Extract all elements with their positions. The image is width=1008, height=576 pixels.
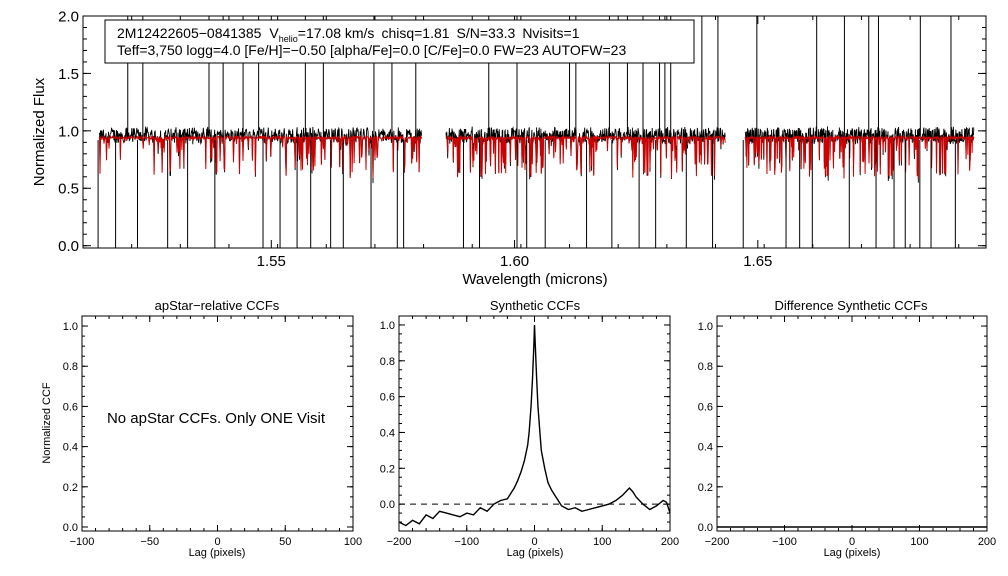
y-tick-label: 0.8 <box>380 356 395 368</box>
y-tick-label: 0.0 <box>63 522 78 534</box>
y-tick-label: 0.6 <box>698 401 713 413</box>
y-tick-label: 0.4 <box>63 442 78 454</box>
y-tick-label: 0.4 <box>698 442 713 454</box>
ccf-y-axis-label: Normalized CCF <box>41 382 53 464</box>
x-tick-label: 0 <box>849 536 855 548</box>
chisq-value: chisq=1.81 <box>381 25 449 41</box>
synthetic-spectrum-line <box>744 134 975 179</box>
x-tick-label: 1.60 <box>500 253 529 270</box>
vhelio-symbol: V <box>269 25 279 41</box>
spectrum-x-axis-label: Wavelength (microns) <box>462 271 607 288</box>
y-tick-label: 1.5 <box>58 66 79 83</box>
synthetic-ccf-plot <box>398 324 671 527</box>
x-tick-label: 200 <box>978 536 996 548</box>
spectrum-panel: 1.55 1.60 1.65 0.0 0.5 1.0 1.5 2.0 Normalized F… <box>31 8 987 288</box>
y-tick-label: 1.0 <box>63 321 78 333</box>
y-tick-label: 1.0 <box>698 321 713 333</box>
y-tick-label: 0.2 <box>380 463 395 475</box>
vhelio-subscript: helio <box>279 34 298 44</box>
x-tick-label: 100 <box>593 536 611 548</box>
difference-ccf-x-axis-label: Lag (pixels) <box>824 547 881 559</box>
x-tick-label: 1.65 <box>743 253 772 270</box>
difference-ccf-title: Difference Synthetic CCFs <box>775 298 928 313</box>
y-tick-label: 0.4 <box>380 427 395 439</box>
apstar-ccf-panel: apStar−relative CCFs −100 −50 0 50 100 0.0 0.2… <box>41 298 362 559</box>
difference-ccf-panel: Difference Synthetic CCFs −200 −100 0 100 20… <box>698 298 996 559</box>
y-tick-label: 2.0 <box>58 8 79 25</box>
y-tick-label: 0.0 <box>380 499 395 511</box>
y-tick-label: 0.2 <box>63 482 78 494</box>
apstar-ccf-note: No apStar CCFs. Only ONE Visit <box>107 410 326 427</box>
info-box-line-1: 2M12422605−0841385 Vhelio=17.08 km/s chisq… <box>117 25 580 44</box>
synthetic-ccf-title: Synthetic CCFs <box>490 298 581 313</box>
x-tick-label: 0 <box>214 536 220 548</box>
synthetic-ccf-frame <box>398 315 671 532</box>
apstar-ccf-x-axis-label: Lag (pixels) <box>189 547 246 559</box>
apstar-ccf-title: apStar−relative CCFs <box>155 298 280 313</box>
y-tick-label: 0.5 <box>58 181 79 198</box>
x-tick-label: −100 <box>70 536 95 548</box>
y-tick-label: 0.2 <box>698 482 713 494</box>
x-tick-label: −200 <box>705 536 730 548</box>
x-tick-label: −100 <box>772 536 797 548</box>
spectrum-ticks: 1.55 1.60 1.65 0.0 0.5 1.0 1.5 2.0 <box>58 8 986 270</box>
sn-value: S/N=33.3 <box>457 25 516 41</box>
synthetic-ccf-ticks: −200 −100 0 100 200 0.0 0.2 0.4 0.6 0.8 1.0 <box>380 315 679 548</box>
x-tick-label: 0 <box>531 536 537 548</box>
synthetic-ccf-line <box>398 324 671 527</box>
spectrum-info-box: 2M12422605−0841385 Vhelio=17.08 km/s chisq… <box>104 19 695 64</box>
y-tick-label: 1.0 <box>380 320 395 332</box>
x-tick-label: −100 <box>454 536 479 548</box>
star-id: 2M12422605−0841385 <box>117 25 262 41</box>
difference-ccf-frame <box>716 315 988 532</box>
synthetic-ccf-panel: Synthetic CCFs −200 −100 0 100 200 0.0 0.2 0.4 0… <box>380 298 679 559</box>
info-box-line-2: Teff=3,750 logg=4.0 [Fe/H]=−0.50 [alpha/… <box>117 42 626 58</box>
y-tick-label: 0.6 <box>63 401 78 413</box>
apstar-ccf-frame <box>81 315 354 532</box>
difference-ccf-ticks: −200 −100 0 100 200 0.0 0.2 0.4 0.6 0.8 1.0 <box>698 315 996 548</box>
y-tick-label: 0.8 <box>63 361 78 373</box>
x-tick-label: −200 <box>387 536 412 548</box>
y-tick-label: 1.0 <box>58 123 79 140</box>
info-box-frame <box>104 19 695 64</box>
synthetic-spectrum-line <box>98 134 423 179</box>
synthetic-ccf-x-axis-label: Lag (pixels) <box>507 547 564 559</box>
observed-spectrum-line <box>98 126 423 184</box>
y-tick-label: 0.0 <box>698 522 713 534</box>
x-tick-label: −50 <box>140 536 159 548</box>
x-tick-label: 100 <box>910 536 928 548</box>
y-tick-label: 0.8 <box>698 361 713 373</box>
x-tick-label: 100 <box>344 536 362 548</box>
x-tick-label: 200 <box>661 536 679 548</box>
y-tick-label: 0.0 <box>58 238 79 255</box>
x-tick-label: 50 <box>279 536 291 548</box>
x-tick-label: 1.55 <box>257 253 286 270</box>
synthetic-spectrum-line <box>445 134 726 179</box>
spectrum-y-axis-label: Normalized Flux <box>31 77 48 186</box>
apstar-ccf-ticks: −100 −50 0 50 100 0.0 0.2 0.4 0.6 0.8 1.0 <box>63 315 362 548</box>
spectrum-plot-frame <box>82 15 987 249</box>
y-tick-label: 0.6 <box>380 392 395 404</box>
vhelio-value: =17.08 km/s <box>298 25 375 41</box>
nvisits-value: Nvisits=1 <box>522 25 579 41</box>
